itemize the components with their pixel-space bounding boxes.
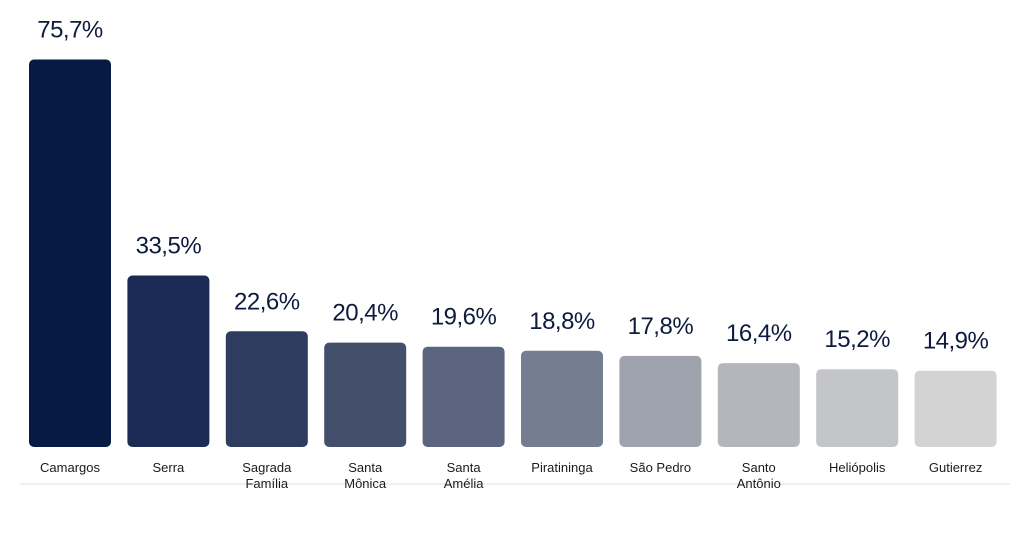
category-label: São Pedro: [630, 460, 691, 475]
category-label-line: São Pedro: [630, 460, 691, 475]
category-label: Santo Antônio: [737, 460, 781, 491]
category-label: Heliópolis: [829, 460, 886, 475]
data-label: 22,6%: [234, 288, 300, 315]
data-label: 19,6%: [431, 304, 497, 331]
category-label: Santa Mônica: [344, 460, 387, 491]
bar: [717, 363, 800, 447]
data-label: 20,4%: [332, 300, 398, 327]
bar: [619, 355, 702, 447]
category-label-line: Família: [245, 476, 288, 491]
category-label-line: Sagrada: [242, 460, 292, 475]
bar: [914, 370, 997, 447]
category-label-line: Santa: [348, 460, 383, 475]
category-label: Santa Amélia: [444, 460, 485, 491]
bar: [127, 275, 210, 447]
category-label: Gutierrez: [929, 460, 982, 475]
category-label-line: Santo: [742, 460, 776, 475]
data-label: 75,7%: [37, 17, 103, 44]
data-label: 18,8%: [529, 308, 595, 335]
bars-layer: [29, 59, 997, 447]
data-label: 16,4%: [726, 320, 792, 347]
category-label-line: Camargos: [40, 460, 100, 475]
category-label-line: Amélia: [444, 476, 485, 491]
category-label-line: Antônio: [737, 476, 781, 491]
category-label: Serra: [153, 460, 186, 475]
data-label: 17,8%: [628, 313, 694, 340]
category-label-line: Mônica: [344, 476, 387, 491]
category-label: Sagrada Família: [242, 460, 292, 491]
data-label: 14,9%: [923, 328, 989, 355]
category-label-line: Gutierrez: [929, 460, 982, 475]
category-label-line: Piratininga: [531, 460, 593, 475]
bar: [521, 350, 603, 447]
category-label-line: Serra: [153, 460, 186, 475]
category-label: Piratininga: [531, 460, 593, 475]
bar: [816, 369, 899, 447]
bar: [422, 346, 505, 447]
category-label-line: Heliópolis: [829, 460, 886, 475]
data-label: 33,5%: [136, 233, 202, 260]
category-label-line: Santa: [447, 460, 482, 475]
category-label: Camargos: [40, 460, 100, 475]
data-label: 15,2%: [824, 326, 890, 353]
bar: [225, 331, 308, 447]
value-labels-layer: 75,7% 33,5% 22,6% 20,4% 19,6% 18,8% 17,8% 16,4%…: [37, 17, 989, 355]
bar: [29, 59, 111, 447]
bar: [324, 342, 407, 447]
